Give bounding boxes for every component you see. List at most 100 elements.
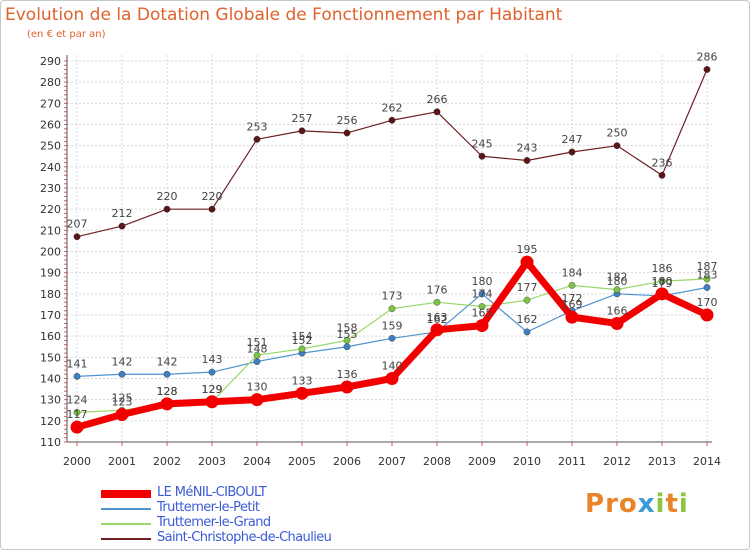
y-tick-label: 180	[40, 288, 61, 301]
data-point	[433, 298, 441, 306]
data-label: 243	[517, 141, 538, 154]
series-2	[73, 275, 711, 416]
data-label: 155	[337, 328, 358, 341]
data-label: 253	[247, 120, 268, 133]
logo-letter: i	[655, 489, 666, 519]
logo-letter: P	[585, 489, 606, 519]
data-label: 180	[472, 275, 493, 288]
y-tick-label: 200	[40, 246, 61, 259]
x-tick-label: 2011	[558, 455, 586, 468]
data-point	[73, 372, 81, 380]
data-label: 177	[517, 281, 538, 294]
data-label: 174	[472, 288, 493, 301]
data-point	[73, 408, 81, 416]
data-label: 212	[112, 207, 133, 220]
chart-title: Evolution de la Dotation Globale de Fonc…	[5, 5, 563, 25]
data-label: 173	[382, 290, 403, 303]
data-label: 151	[247, 336, 268, 349]
data-point	[565, 310, 579, 324]
data-label: 143	[202, 353, 223, 366]
data-point	[253, 351, 261, 359]
x-tick-label: 2008	[423, 455, 451, 468]
data-label: 140	[382, 360, 403, 373]
data-label: 186	[652, 262, 673, 275]
data-point	[523, 328, 531, 336]
data-point	[343, 129, 351, 137]
data-label: 195	[517, 243, 538, 256]
data-point	[205, 395, 219, 409]
legend-swatch	[101, 508, 151, 510]
x-tick-label: 2005	[288, 455, 316, 468]
data-labels: 207 212 220 220 253 257 256 262 266 245 243 247 250 2…	[67, 50, 718, 421]
y-tick-label: 190	[40, 267, 61, 280]
x-tick-label: 2009	[468, 455, 496, 468]
x-tick-label: 2007	[378, 455, 406, 468]
legend-label: LE MéNIL-CIBOULT	[157, 485, 267, 500]
data-label: 142	[157, 355, 178, 368]
data-point	[475, 319, 489, 333]
data-label: 179	[652, 277, 673, 290]
data-point	[703, 284, 711, 291]
x-tick-label: 2010	[513, 455, 541, 468]
data-point	[658, 277, 666, 285]
legend-swatch	[101, 490, 151, 498]
data-label: 220	[157, 190, 178, 203]
data-point	[388, 305, 396, 313]
data-label: 136	[337, 368, 358, 381]
data-label: 128	[157, 385, 178, 398]
data-point	[343, 343, 351, 351]
data-label: 129	[202, 383, 223, 396]
data-label: 286	[697, 50, 718, 63]
y-tick-label: 210	[40, 224, 61, 237]
data-point	[655, 287, 669, 301]
data-point	[160, 397, 174, 411]
data-point	[73, 233, 81, 241]
data-label: 183	[697, 268, 718, 281]
logo-letter: i	[678, 489, 689, 519]
proxiti-logo: Proxiti	[585, 489, 689, 519]
x-tick-label: 2001	[108, 455, 136, 468]
data-label: 159	[382, 319, 403, 332]
y-tick-label: 250	[40, 140, 61, 153]
series-0	[73, 66, 711, 241]
x-tick-label: 2013	[648, 455, 676, 468]
legend-label: Truttemer-le-Petit	[157, 500, 260, 515]
data-label: 245	[472, 137, 493, 150]
data-label: 184	[562, 266, 583, 279]
data-label: 142	[112, 355, 133, 368]
data-point	[568, 148, 576, 156]
data-point	[298, 345, 306, 353]
y-tick-label: 170	[40, 309, 61, 322]
data-point	[250, 393, 264, 407]
data-point	[385, 372, 399, 385]
data-label: 172	[562, 292, 583, 305]
y-tick-label: 230	[40, 182, 61, 195]
series-3	[70, 255, 714, 434]
data-label: 117	[67, 408, 88, 421]
data-label: 266	[427, 93, 448, 106]
data-label: 154	[292, 330, 313, 343]
data-point	[478, 290, 486, 298]
y-tick-label: 140	[40, 373, 61, 386]
data-point	[163, 205, 171, 213]
data-label: 130	[247, 381, 268, 394]
data-point	[658, 171, 666, 179]
y-tick-label: 260	[40, 119, 61, 132]
data-point	[163, 370, 171, 378]
chart-subtitle: (en € et par an)	[27, 29, 106, 40]
legend-label: Saint-Christophe-de-Chaulieu	[157, 530, 332, 545]
x-tick-label: 2006	[333, 455, 361, 468]
data-point	[295, 386, 309, 400]
data-label: 180	[607, 275, 628, 288]
data-label: 124	[67, 393, 88, 406]
data-point	[610, 316, 624, 330]
data-point	[118, 370, 126, 378]
y-tick-label: 160	[40, 330, 61, 343]
data-point	[115, 407, 129, 421]
data-label: 163	[427, 311, 448, 324]
data-point	[478, 303, 486, 310]
data-point	[343, 336, 351, 344]
data-point	[613, 286, 621, 293]
data-point	[70, 420, 84, 434]
